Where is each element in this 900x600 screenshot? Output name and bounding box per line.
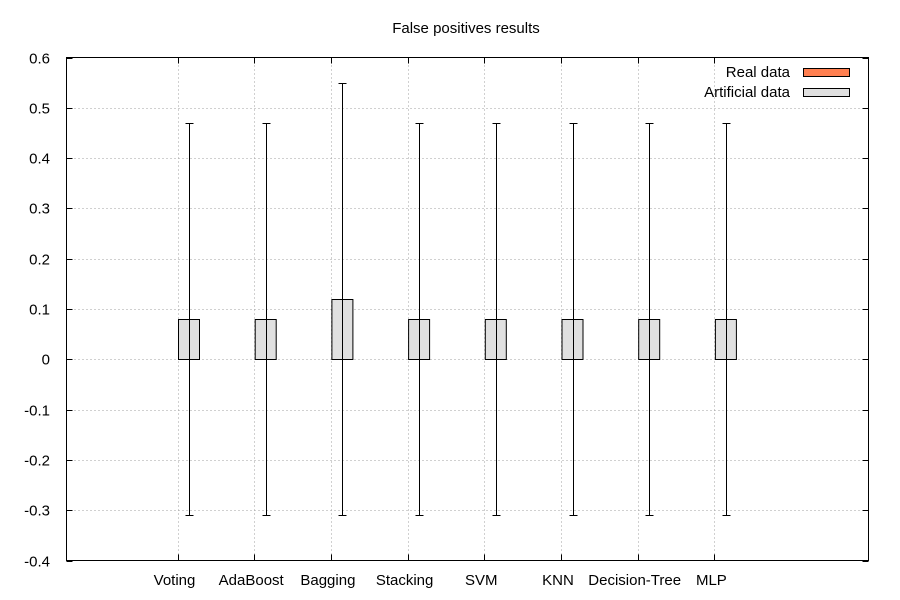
y-tick-label: -0.3: [24, 503, 50, 520]
y-tick-label: -0.1: [24, 403, 50, 420]
bars-layer: [178, 83, 737, 516]
x-tick-label: SVM: [465, 572, 498, 589]
x-axis: Voting AdaBoost Bagging Stacking SVM KNN Decis…: [154, 57, 727, 589]
x-tick-label: AdaBoost: [219, 572, 285, 589]
bar-artificial-data: [254, 319, 277, 360]
y-tick-label: 0.2: [29, 252, 50, 269]
y-tick-label: 0: [42, 352, 50, 369]
y-tick-label: 0.4: [29, 151, 50, 168]
y-tick-label: 0.6: [29, 51, 50, 68]
legend-label: Real data: [726, 64, 791, 81]
y-tick-label: 0.5: [29, 101, 50, 118]
y-axis: -0.4 -0.3 -0.2 -0.1 0 0.1 0.2 0.3 0.4 0.5 0.6: [24, 51, 869, 571]
x-tick-label: Bagging: [300, 572, 355, 589]
legend-swatch: [803, 68, 850, 77]
legend-swatch: [803, 88, 850, 97]
x-tick-label: KNN: [542, 572, 574, 589]
y-tick-label: -0.4: [24, 554, 50, 571]
x-tick-label: Voting: [154, 572, 196, 589]
plot-frame: [66, 57, 869, 561]
bar-artificial-data: [714, 319, 737, 360]
y-tick-label: 0.3: [29, 201, 50, 218]
bar-artificial-data: [561, 319, 584, 360]
grid-layer: [66, 57, 869, 561]
y-tick-label: 0.1: [29, 302, 50, 319]
chart-title: False positives results: [392, 20, 540, 37]
x-tick-label: Stacking: [376, 572, 434, 589]
legend-label: Artificial data: [704, 84, 791, 101]
x-tick-label: MLP: [696, 572, 727, 589]
y-tick-label: -0.2: [24, 453, 50, 470]
bar-artificial-data: [484, 319, 507, 360]
legend: Real data Artificial data: [704, 64, 850, 101]
x-tick-label: Decision-Tree: [588, 572, 681, 589]
